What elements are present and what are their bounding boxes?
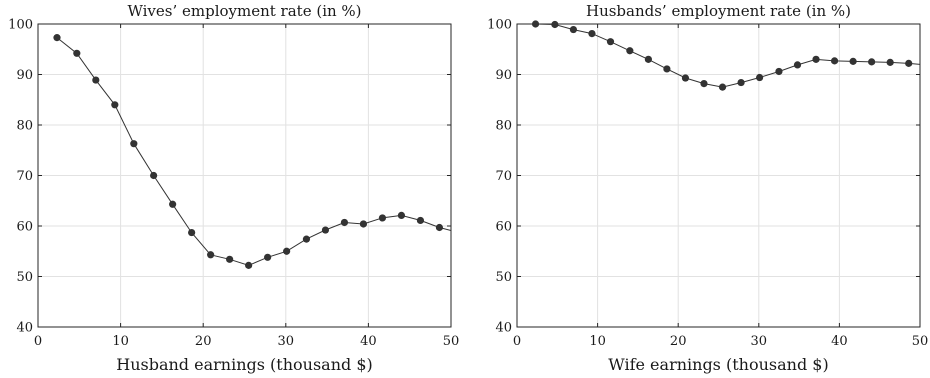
- chart0-data-point: [359, 220, 368, 228]
- chart0-data-point: [92, 76, 100, 84]
- chart1-x-tick-label: 10: [589, 334, 606, 349]
- chart1-x-tick-label: 20: [670, 334, 687, 349]
- chart1-x-tick-label: 50: [912, 334, 929, 349]
- chart0-data-point: [150, 171, 158, 180]
- chart1-data-point: [886, 58, 894, 66]
- chart0-y-tick-label: 40: [16, 321, 33, 336]
- chart0-x-tick-label: 0: [34, 334, 42, 349]
- chart1-data-point: [700, 79, 708, 88]
- chart0-data-point: [130, 140, 138, 148]
- chart0-data-point: [188, 228, 196, 237]
- chart1-data-point: [644, 55, 652, 63]
- chart0-title: Wives’ employment rate (in %): [127, 2, 361, 20]
- chart1-y-tick-label: 70: [495, 169, 512, 184]
- chart1-data-point: [812, 55, 820, 63]
- chart0-y-tick-label: 90: [16, 68, 33, 83]
- chart1-data-point: [737, 78, 745, 87]
- chart0-data-point: [207, 251, 215, 259]
- chart1-data-point: [551, 20, 559, 29]
- chart1-x-tick-label: 30: [751, 334, 768, 349]
- chart1-data-point: [718, 83, 727, 91]
- chart0-series-line: [56, 37, 451, 266]
- chart1-title: Husbands’ employment rate (in %): [586, 2, 851, 20]
- chart1-data-point: [849, 57, 857, 65]
- chart0-data-point: [321, 226, 330, 234]
- chart0-data-point: [340, 218, 349, 227]
- chart0-data-point: [435, 223, 444, 232]
- wives-employment-chart: 0 10 20 30 40 50 40 50 60 70 80 90 100 Wives’ employm…: [8, 2, 459, 374]
- chart0-y-tick-label: 60: [16, 220, 33, 235]
- chart1-data-point: [868, 58, 876, 66]
- chart1-y-tick-label: 40: [495, 321, 512, 336]
- husbands-employment-chart: 0 10 20 30 40 50 40 50 60 70 80 90 100 Husbands’ empl…: [487, 2, 928, 374]
- chart1-data-point: [681, 74, 690, 82]
- chart0-x-tick-label: 30: [278, 334, 295, 349]
- chart0-x-tick-label: 50: [443, 334, 460, 349]
- chart1-data-point: [531, 20, 540, 28]
- chart1-data-point: [905, 59, 913, 67]
- chart1-data-point: [606, 38, 615, 46]
- chart0-x-tick-label: 40: [360, 334, 377, 349]
- chart0-y-tick-label: 70: [16, 169, 33, 184]
- chart1-y-tick-label: 90: [495, 68, 512, 83]
- chart0-y-tick-label: 80: [16, 119, 33, 134]
- chart0-data-point: [111, 101, 119, 109]
- chart1-plot-frame: [516, 23, 921, 328]
- chart0-data-point: [169, 200, 177, 208]
- chart0-data-point: [73, 49, 81, 57]
- chart0-y-tick-label: 100: [8, 18, 33, 33]
- chart1-y-tick-label: 50: [495, 270, 512, 285]
- chart0-x-tick-label: 10: [112, 334, 129, 349]
- chart1-y-tick-label: 60: [495, 220, 512, 235]
- chart1-series-line: [535, 24, 920, 88]
- chart0-data-point: [283, 247, 291, 255]
- chart1-data-point: [588, 29, 596, 38]
- chart1-data-point: [756, 73, 764, 82]
- chart0-plot-frame: [37, 23, 452, 328]
- chart1-data-point: [793, 61, 802, 69]
- chart0-x-axis-label: Husband earnings (thousand $): [116, 355, 373, 374]
- chart1-data-point: [663, 65, 671, 73]
- chart0-data-point: [53, 34, 61, 42]
- chart0-data-point: [245, 261, 253, 269]
- chart0-data-point: [378, 214, 387, 222]
- chart0-data-point: [397, 211, 406, 219]
- chart0-data-point: [416, 216, 425, 225]
- chart1-x-tick-label: 0: [513, 334, 521, 349]
- chart1-data-point: [626, 47, 634, 55]
- chart1-y-tick-label: 80: [495, 119, 512, 134]
- chart1-data-point: [830, 57, 839, 65]
- chart0-data-point: [264, 253, 272, 261]
- chart0-x-tick-label: 20: [195, 334, 212, 349]
- chart0-data-point: [226, 255, 234, 263]
- chart0-y-tick-label: 50: [16, 270, 33, 285]
- chart1-data-point: [569, 25, 578, 34]
- chart1-data-point: [775, 67, 783, 76]
- chart1-y-tick-label: 100: [487, 18, 512, 33]
- chart0-data-point: [302, 235, 311, 243]
- chart1-x-axis-label: Wife earnings (thousand $): [608, 355, 828, 374]
- chart1-x-tick-label: 40: [831, 334, 848, 349]
